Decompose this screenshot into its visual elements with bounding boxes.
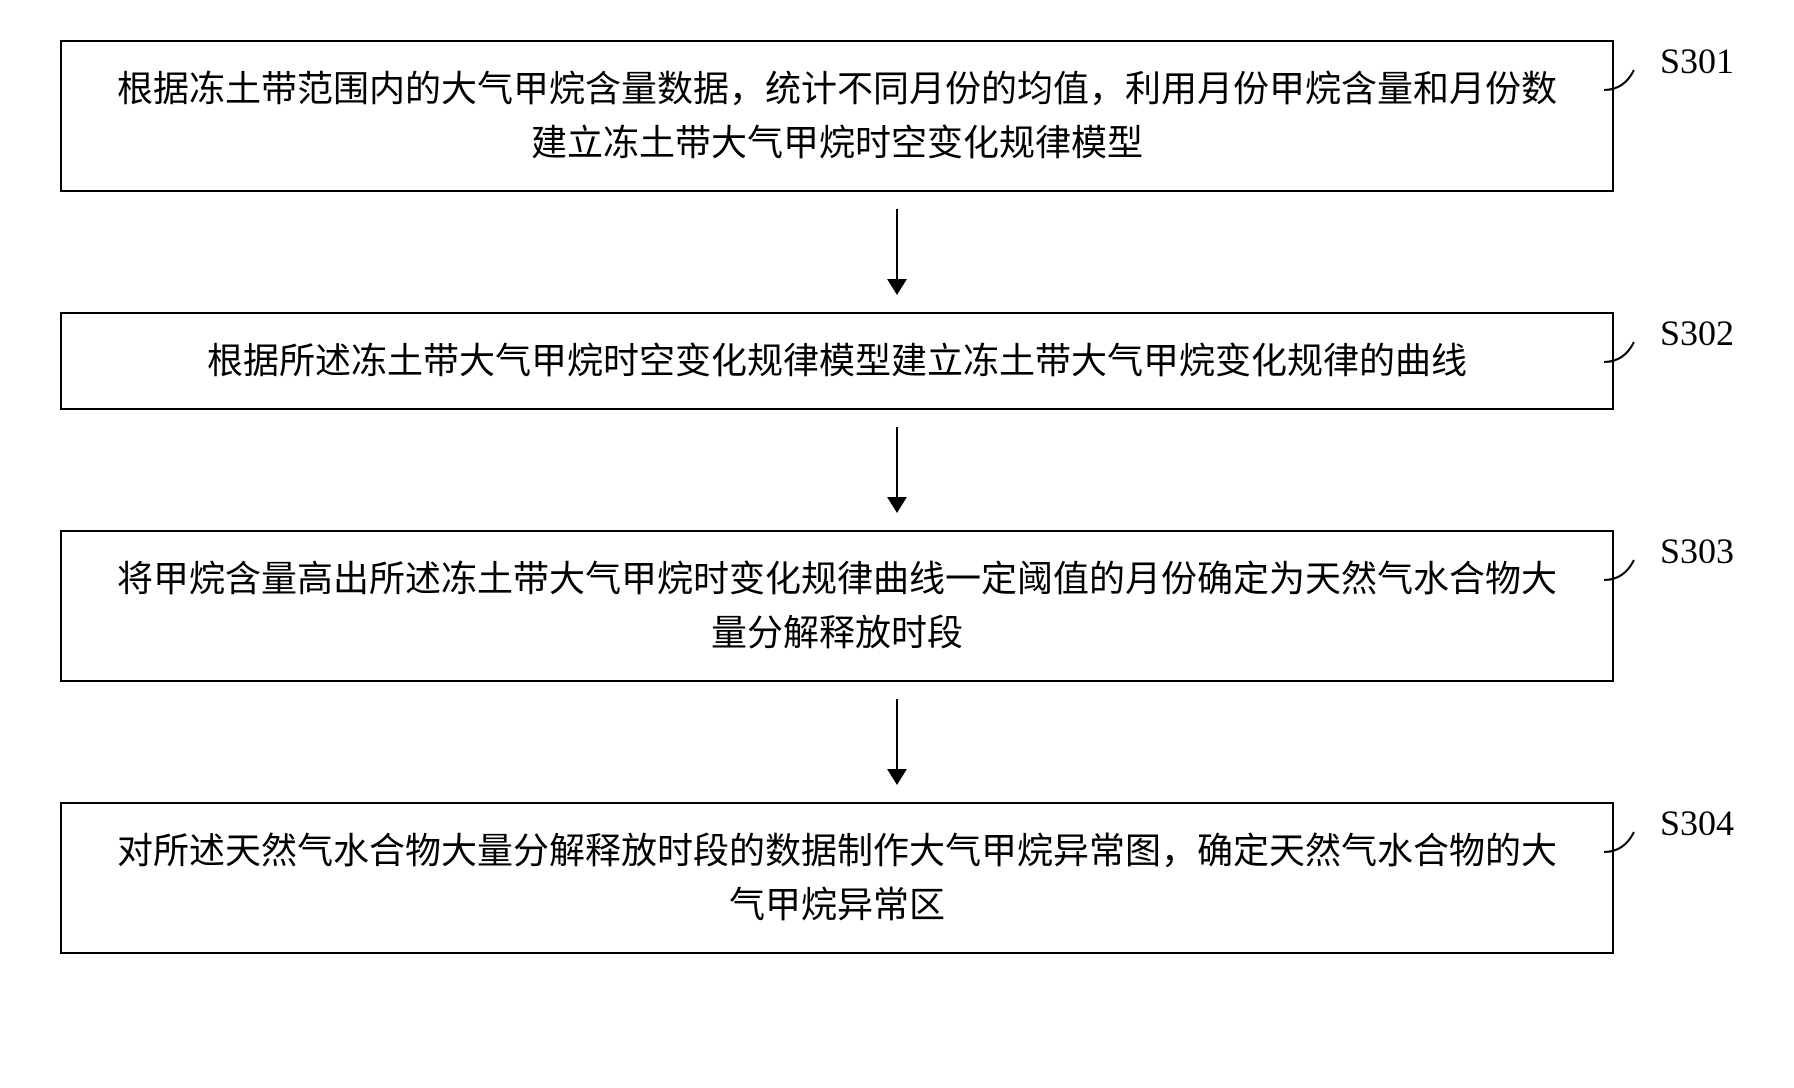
step-text-1: 根据冻土带范围内的大气甲烷含量数据，统计不同月份的均值，利用月份甲烷含量和月份数… xyxy=(117,69,1557,163)
arrow-line-2 xyxy=(896,427,898,497)
arrow-line-3 xyxy=(896,699,898,769)
step-text-4: 对所述天然气水合物大量分解释放时段的数据制作大气甲烷异常图，确定天然气水合物的大… xyxy=(117,831,1557,925)
step-wrapper-2: 根据所述冻土带大气甲烷时空变化规律模型建立冻土带大气甲烷变化规律的曲线 S302 xyxy=(60,312,1734,410)
connector-curve-1 xyxy=(1604,60,1654,100)
connector-curve-2 xyxy=(1604,332,1654,372)
step-wrapper-3: 将甲烷含量高出所述冻土带大气甲烷时变化规律曲线一定阈值的月份确定为天然气水合物大… xyxy=(60,530,1734,682)
arrow-3 xyxy=(887,692,907,792)
arrow-line-1 xyxy=(896,209,898,279)
step-label-2: S302 xyxy=(1660,312,1734,354)
arrow-head-2 xyxy=(887,497,907,513)
step-box-2: 根据所述冻土带大气甲烷时空变化规律模型建立冻土带大气甲烷变化规律的曲线 xyxy=(60,312,1614,410)
step-box-1: 根据冻土带范围内的大气甲烷含量数据，统计不同月份的均值，利用月份甲烷含量和月份数… xyxy=(60,40,1614,192)
step-text-3: 将甲烷含量高出所述冻土带大气甲烷时变化规律曲线一定阈值的月份确定为天然气水合物大… xyxy=(117,559,1557,653)
step-wrapper-1: 根据冻土带范围内的大气甲烷含量数据，统计不同月份的均值，利用月份甲烷含量和月份数… xyxy=(60,40,1734,192)
arrow-1 xyxy=(887,202,907,302)
step-label-4: S304 xyxy=(1660,802,1734,844)
step-label-3: S303 xyxy=(1660,530,1734,572)
step-label-1: S301 xyxy=(1660,40,1734,82)
arrow-head-3 xyxy=(887,769,907,785)
step-wrapper-4: 对所述天然气水合物大量分解释放时段的数据制作大气甲烷异常图，确定天然气水合物的大… xyxy=(60,802,1734,954)
step-box-3: 将甲烷含量高出所述冻土带大气甲烷时变化规律曲线一定阈值的月份确定为天然气水合物大… xyxy=(60,530,1614,682)
arrow-2 xyxy=(887,420,907,520)
arrow-head-1 xyxy=(887,279,907,295)
connector-curve-4 xyxy=(1604,822,1654,862)
flowchart-container: 根据冻土带范围内的大气甲烷含量数据，统计不同月份的均值，利用月份甲烷含量和月份数… xyxy=(60,40,1734,954)
step-text-2: 根据所述冻土带大气甲烷时空变化规律模型建立冻土带大气甲烷变化规律的曲线 xyxy=(207,341,1467,381)
step-box-4: 对所述天然气水合物大量分解释放时段的数据制作大气甲烷异常图，确定天然气水合物的大… xyxy=(60,802,1614,954)
connector-curve-3 xyxy=(1604,550,1654,590)
